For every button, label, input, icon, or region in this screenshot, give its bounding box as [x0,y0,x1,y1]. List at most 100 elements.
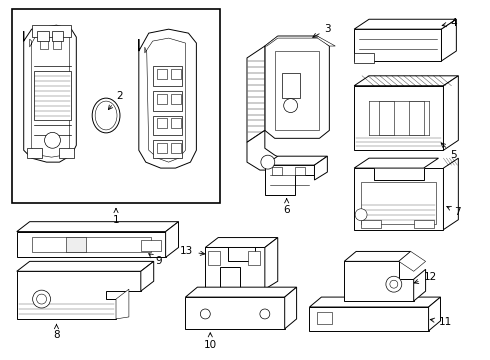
Bar [354,29,441,61]
Bar [282,73,299,98]
Bar [354,53,374,63]
Circle shape [390,280,398,288]
Ellipse shape [92,98,120,133]
Polygon shape [24,25,76,162]
Polygon shape [205,247,265,289]
Polygon shape [247,46,265,142]
Text: 9: 9 [149,254,162,266]
Polygon shape [344,261,414,301]
Bar [157,143,167,153]
Text: 12: 12 [414,272,437,284]
Ellipse shape [95,101,117,130]
Polygon shape [17,222,178,231]
Bar [157,69,167,79]
Polygon shape [30,33,70,157]
Bar [32,237,151,252]
Bar [272,167,282,175]
Circle shape [45,132,60,148]
Bar [40,41,48,49]
Bar [37,31,49,41]
Polygon shape [17,271,141,319]
Bar [208,251,220,265]
Bar [379,100,394,135]
Bar [318,312,332,324]
Text: 10: 10 [204,333,217,350]
Text: 11: 11 [430,317,452,327]
Polygon shape [145,38,185,162]
Bar [153,140,182,158]
Bar [294,167,305,175]
Text: 7: 7 [447,206,461,217]
Circle shape [37,294,47,304]
Bar [26,148,42,158]
Bar [66,237,86,252]
Polygon shape [443,76,458,150]
Polygon shape [265,36,335,46]
Circle shape [261,155,275,169]
Polygon shape [265,165,315,195]
Circle shape [200,309,210,319]
Polygon shape [247,130,290,170]
Bar [153,91,182,111]
Bar [153,66,182,86]
Polygon shape [116,289,129,319]
Polygon shape [166,222,178,257]
Circle shape [355,209,367,221]
Bar [53,41,61,49]
Bar [361,220,381,228]
Polygon shape [185,287,296,297]
Polygon shape [265,156,327,165]
Text: 2: 2 [108,91,122,109]
Bar [171,69,180,79]
Polygon shape [285,287,296,329]
Bar [34,71,72,121]
Polygon shape [429,297,441,331]
Polygon shape [310,297,441,307]
Text: 1: 1 [113,208,120,225]
Bar [171,94,180,104]
Polygon shape [17,261,154,271]
Polygon shape [441,19,456,61]
Bar [51,31,63,41]
Polygon shape [185,297,285,329]
Polygon shape [414,269,426,301]
Bar [275,51,319,130]
Text: 3: 3 [313,24,331,37]
Bar [361,182,436,224]
Polygon shape [141,261,154,291]
Polygon shape [354,19,456,29]
Bar [153,116,182,135]
Polygon shape [315,156,327,180]
Text: 6: 6 [283,199,290,215]
Bar [171,118,180,129]
Circle shape [386,276,402,292]
Polygon shape [354,158,439,168]
Polygon shape [139,29,196,168]
Polygon shape [354,86,443,150]
Polygon shape [310,307,429,331]
Polygon shape [354,168,443,230]
Circle shape [260,309,270,319]
Polygon shape [265,36,329,138]
Bar [248,251,260,265]
Text: 4: 4 [442,18,457,28]
Bar [32,25,72,37]
Polygon shape [399,251,426,271]
Bar [141,239,161,251]
Polygon shape [17,231,166,257]
Bar [12,9,220,203]
Text: 13: 13 [180,247,205,256]
Circle shape [33,290,50,308]
Polygon shape [354,76,458,86]
Bar [157,94,167,104]
Polygon shape [205,238,278,247]
Bar [59,148,74,158]
Bar [171,143,180,153]
Bar [157,118,167,129]
Polygon shape [443,158,458,230]
Text: 5: 5 [441,143,457,160]
Polygon shape [265,238,278,289]
Text: 8: 8 [53,324,60,340]
Circle shape [284,99,297,113]
Bar [414,220,434,228]
